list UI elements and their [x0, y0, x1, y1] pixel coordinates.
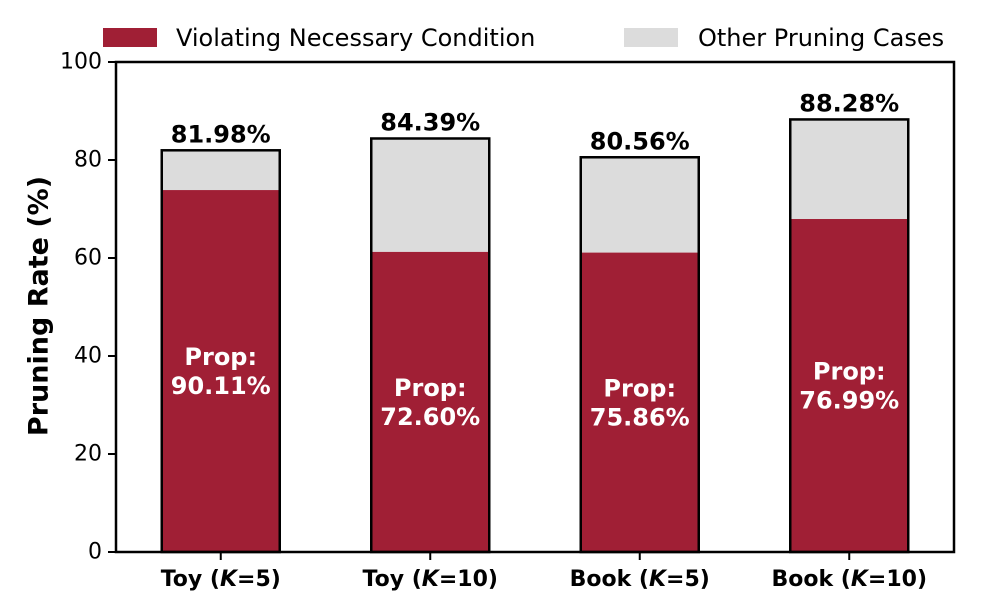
prop-value-label: 72.60% [380, 403, 480, 431]
bar-violating-segment [790, 218, 909, 552]
bar-violating-segment [161, 190, 280, 553]
x-tick-label: Toy (K=10) [363, 567, 498, 592]
y-axis: 0 20 40 60 80 100 [60, 50, 116, 565]
y-tick-label: 80 [74, 148, 102, 173]
prop-prefix-label: Prop: [394, 374, 467, 402]
bar-total-label: 80.56% [590, 127, 690, 155]
prop-value-label: 76.99% [799, 386, 899, 414]
legend: Violating Necessary Condition Other Pruni… [103, 24, 944, 52]
x-tick-label: Book (K=10) [771, 567, 927, 592]
bar-other-segment [790, 119, 909, 219]
prop-value-label: 75.86% [590, 403, 690, 431]
x-tick-label: Toy (K=5) [161, 567, 281, 592]
y-tick-label: 0 [88, 540, 102, 565]
y-tick-label: 60 [74, 246, 102, 271]
bar-other-segment [371, 138, 490, 252]
bars: 81.98%Prop:90.11%84.39%Prop:72.60%80.56%… [160, 89, 910, 554]
x-axis: Toy (K=5) Toy (K=10) Book (K=5) Book (K=10) [161, 552, 927, 592]
legend-label-other: Other Pruning Cases [698, 24, 944, 52]
prop-prefix-label: Prop: [603, 374, 676, 402]
bar-total-label: 81.98% [171, 120, 271, 148]
y-tick-label: 100 [60, 50, 102, 75]
legend-label-violating: Violating Necessary Condition [176, 24, 535, 52]
y-axis-label: Pruning Rate (%) [24, 176, 55, 436]
bar-other-segment [580, 157, 699, 253]
y-tick-label: 40 [74, 344, 102, 369]
legend-swatch-violating [103, 28, 157, 47]
bar-other-segment [161, 150, 280, 191]
prop-prefix-label: Prop: [813, 357, 886, 385]
bar-violating-segment [580, 252, 699, 552]
bar-total-label: 88.28% [799, 89, 899, 117]
prop-value-label: 90.11% [171, 372, 271, 400]
prop-prefix-label: Prop: [184, 343, 257, 371]
plot-frame [114, 60, 956, 554]
legend-swatch-other [624, 28, 678, 47]
y-tick-label: 20 [74, 442, 102, 467]
bar-total-label: 84.39% [380, 108, 480, 136]
bar-violating-segment [371, 251, 490, 553]
x-tick-label: Book (K=5) [570, 567, 710, 592]
